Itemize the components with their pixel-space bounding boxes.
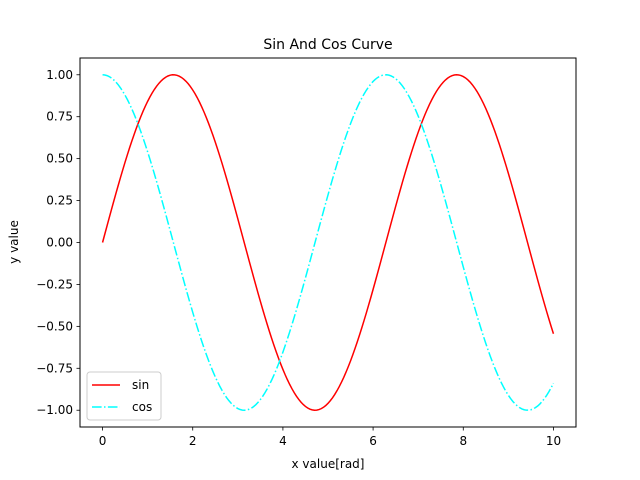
series-line-sin bbox=[101, 74, 555, 411]
x-tick-label: 10 bbox=[546, 434, 561, 448]
y-tick-label: −1.00 bbox=[36, 403, 73, 417]
series-line-cos bbox=[102, 74, 555, 411]
x-tick-label: 4 bbox=[279, 434, 287, 448]
x-tick-label: 8 bbox=[459, 434, 467, 448]
x-tick-label: 2 bbox=[189, 434, 197, 448]
y-tick-label: −0.75 bbox=[36, 361, 73, 375]
y-axis: −1.00 −0.75 −0.50 −0.25 0.00 0.25 0.50 0.75 1.00 bbox=[36, 68, 80, 417]
y-tick-label: 0.00 bbox=[46, 236, 73, 250]
x-tick-label: 6 bbox=[369, 434, 377, 448]
x-tick-label: 0 bbox=[99, 434, 107, 448]
x-axis-label: x value[rad] bbox=[292, 457, 365, 471]
y-tick-label: 0.75 bbox=[46, 110, 73, 124]
y-tick-label: 0.50 bbox=[46, 152, 73, 166]
legend-label-cos: cos bbox=[132, 400, 152, 414]
chart-title: Sin And Cos Curve bbox=[263, 37, 392, 53]
y-tick-label: −0.25 bbox=[36, 277, 73, 291]
series-layer bbox=[101, 74, 555, 411]
y-axis-label: y value bbox=[7, 220, 21, 264]
legend: sin cos bbox=[86, 371, 162, 421]
y-tick-label: −0.50 bbox=[36, 319, 73, 333]
x-axis: 0 2 4 6 8 10 bbox=[99, 427, 561, 448]
legend-label-sin: sin bbox=[132, 378, 149, 392]
legend-box bbox=[86, 371, 162, 421]
y-tick-label: 0.25 bbox=[46, 194, 73, 208]
y-tick-label: 1.00 bbox=[46, 68, 73, 82]
